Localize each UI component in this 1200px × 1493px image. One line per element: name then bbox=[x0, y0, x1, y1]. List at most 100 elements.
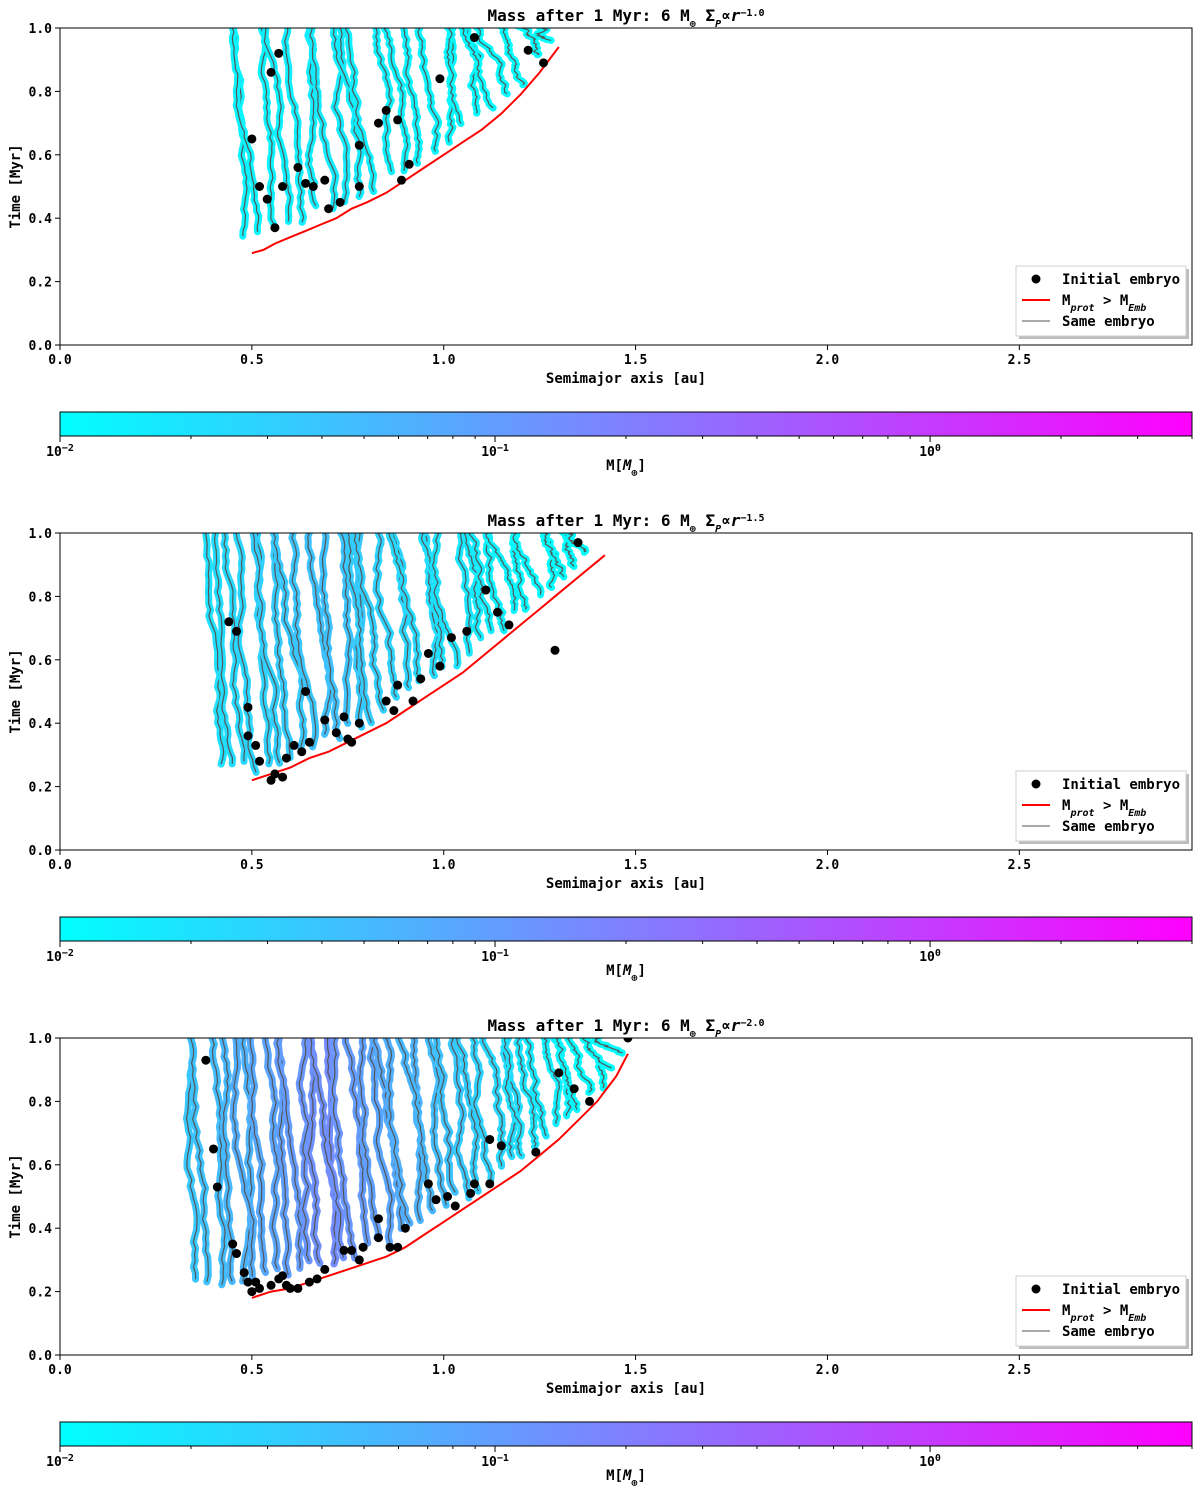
initial-embryo-marker bbox=[569, 1084, 579, 1094]
initial-embryo-marker bbox=[393, 680, 403, 690]
initial-embryo-marker bbox=[347, 737, 357, 747]
initial-embryo-marker bbox=[247, 134, 257, 144]
initial-embryo-marker bbox=[297, 747, 307, 757]
same-embryo-track bbox=[456, 1038, 479, 1192]
same-embryo-track bbox=[520, 28, 541, 56]
initial-embryo-marker bbox=[243, 731, 253, 741]
initial-embryo-marker bbox=[304, 1277, 314, 1287]
legend-embryo-marker bbox=[1031, 779, 1041, 789]
y-tick-label: 0.8 bbox=[29, 85, 53, 100]
legend-same-embryo: Same embryo bbox=[1062, 819, 1155, 835]
chart-title: Mass after 1 Myr: 6 M⊕ ΣP∝r−1.5 bbox=[488, 511, 765, 535]
legend-initial-embryo: Initial embryo bbox=[1062, 1282, 1180, 1298]
initial-embryo-marker bbox=[496, 1141, 506, 1151]
panel-3: 0.0 0.5 1.0 1.5 2.0 2.5 0.0 0.2 0.4 0.6 0.8 1.0 Semi… bbox=[8, 1016, 1193, 1489]
x-tick-label: 2.0 bbox=[816, 1363, 840, 1378]
initial-embryo-marker bbox=[404, 159, 414, 169]
y-tick-label: 0.8 bbox=[29, 1095, 53, 1110]
y-axis-label: Time [Myr] bbox=[8, 649, 24, 733]
x-tick-label: 1.0 bbox=[432, 353, 456, 368]
legend-mprot: Mprot > MEmb bbox=[1062, 798, 1146, 819]
same-embryo-track bbox=[476, 28, 508, 95]
y-tick-label: 0.6 bbox=[29, 654, 53, 669]
y-tick-label: 0.4 bbox=[29, 212, 53, 227]
x-tick-label: 0.5 bbox=[240, 353, 263, 368]
colorbar-tick-label: 10−1 bbox=[481, 948, 509, 966]
same-embryo-track bbox=[450, 1038, 470, 1199]
y-tick-label: 0.6 bbox=[29, 1159, 53, 1174]
x-tick-label: 2.5 bbox=[1008, 858, 1031, 873]
colorbar-gradient bbox=[59, 411, 1193, 437]
same-embryo-track bbox=[435, 1038, 456, 1193]
same-embryo-track bbox=[385, 1038, 411, 1224]
initial-embryo-marker bbox=[373, 1233, 383, 1243]
same-embryo-track bbox=[252, 533, 281, 764]
x-tick-label: 0.0 bbox=[48, 353, 72, 368]
colorbar-tick-label: 100 bbox=[919, 443, 941, 461]
colorbar-tick-label: 10−1 bbox=[481, 1453, 509, 1471]
x-tick-label: 2.0 bbox=[816, 353, 840, 368]
plot-area bbox=[183, 1038, 633, 1299]
same-embryo-track bbox=[273, 533, 291, 758]
mprot-threshold-line bbox=[251, 554, 606, 782]
colorbar-tick-label: 100 bbox=[919, 948, 941, 966]
initial-embryo-marker bbox=[504, 620, 514, 630]
initial-embryo-marker bbox=[423, 1179, 433, 1189]
colorbar-tick-label: 10−2 bbox=[46, 443, 74, 461]
x-tick-label: 1.5 bbox=[624, 858, 647, 873]
initial-embryo-marker bbox=[585, 1096, 595, 1106]
initial-embryo-marker bbox=[243, 1277, 253, 1287]
same-embryo-track bbox=[543, 1038, 561, 1124]
same-embryo-track bbox=[321, 533, 341, 739]
initial-embryo-marker bbox=[324, 204, 334, 214]
y-tick-label: 0.2 bbox=[29, 781, 52, 796]
initial-embryo-marker bbox=[531, 1147, 541, 1157]
colorbar-gradient bbox=[59, 1421, 1193, 1447]
initial-embryo-marker bbox=[312, 1274, 322, 1284]
initial-embryo-marker bbox=[255, 182, 265, 191]
initial-embryo-marker bbox=[373, 1214, 383, 1224]
initial-embryo-marker bbox=[255, 756, 265, 766]
initial-embryo-marker bbox=[485, 1179, 495, 1189]
legend-embryo-marker bbox=[1031, 274, 1041, 284]
initial-embryo-marker bbox=[354, 1255, 364, 1265]
same-embryo-track bbox=[358, 1038, 380, 1238]
same-embryo-track bbox=[340, 533, 352, 724]
same-embryo-track bbox=[264, 1038, 280, 1270]
same-embryo-track bbox=[235, 533, 257, 773]
initial-embryo-marker bbox=[232, 1249, 242, 1259]
initial-embryo-marker bbox=[228, 1239, 238, 1249]
legend-same-embryo: Same embryo bbox=[1062, 1324, 1155, 1340]
same-embryo-track bbox=[307, 533, 332, 735]
same-embryo-track bbox=[403, 28, 421, 164]
initial-embryo-marker bbox=[354, 718, 364, 728]
same-embryo-track bbox=[347, 533, 372, 724]
same-embryo-track bbox=[503, 1038, 523, 1157]
initial-embryo-marker bbox=[301, 687, 311, 696]
initial-embryo-marker bbox=[573, 538, 583, 548]
same-embryo-track bbox=[375, 533, 397, 698]
same-embryo-track bbox=[331, 1038, 356, 1259]
y-tick-label: 1.0 bbox=[29, 1032, 53, 1047]
x-tick-label: 1.0 bbox=[432, 858, 456, 873]
x-tick-label: 2.0 bbox=[816, 858, 840, 873]
x-tick-label: 0.0 bbox=[48, 1363, 72, 1378]
same-embryo-track bbox=[512, 533, 542, 595]
axes-frame bbox=[59, 27, 1193, 346]
colorbar-gradient bbox=[59, 916, 1193, 942]
initial-embryo-marker bbox=[538, 58, 548, 68]
initial-embryo-marker bbox=[358, 1242, 368, 1252]
x-axis-label: Semimajor axis [au] bbox=[546, 371, 706, 387]
y-tick-label: 0.0 bbox=[29, 1349, 53, 1364]
same-embryo-track bbox=[241, 1038, 253, 1282]
x-tick-label: 0.5 bbox=[240, 858, 263, 873]
same-embryo-track bbox=[298, 1038, 310, 1262]
colorbar-tick-label: 100 bbox=[919, 1453, 941, 1471]
same-embryo-track bbox=[231, 28, 260, 232]
initial-embryo-marker bbox=[435, 661, 445, 671]
initial-embryo-marker bbox=[247, 1287, 257, 1297]
initial-embryo-marker bbox=[492, 607, 502, 617]
